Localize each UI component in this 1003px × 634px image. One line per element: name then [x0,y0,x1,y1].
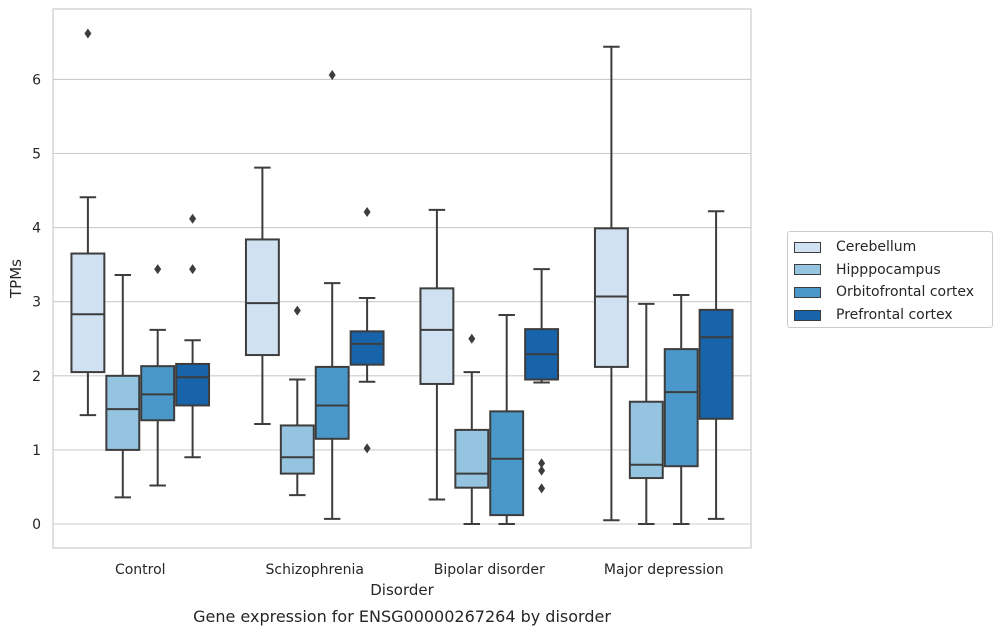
x-axis-ticks: Control Schizophrenia Bipolar disorder Majo… [115,562,724,578]
plot-area-frame [52,8,752,549]
box-cerebellum [244,166,280,425]
y-tick-label: 5 [32,147,41,163]
box-series [70,28,734,525]
legend: Cerebellum Hipppocampus Orbitofrontal cort… [787,231,993,328]
outlier-point [293,305,301,316]
y-tick-label: 2 [32,369,41,385]
box-body [454,428,490,489]
legend-item: Prefrontal cortex [794,304,992,327]
outlier-point [328,69,336,80]
y-tick-label: 6 [32,72,41,88]
x-tick-label: Control [115,562,166,578]
legend-item: Orbitofrontal cortex [794,281,992,304]
box-body [175,362,211,407]
box-prefrontal-cortex [349,207,385,454]
box-body [140,365,176,422]
legend-label: Orbitofrontal cortex [836,284,974,301]
box-hipppocampus [105,274,141,499]
outlier-point [538,465,546,476]
legend-label: Prefrontal cortex [836,307,953,324]
outlier-point [363,443,371,454]
box-orbitofrontal-cortex [314,69,350,520]
box-cerebellum [593,45,629,522]
legend-swatch [794,309,821,321]
box-cerebellum [70,28,106,417]
outlier-point [84,28,92,39]
y-tick-label: 3 [32,295,41,311]
legend-item: Cerebellum [794,236,992,259]
y-axis-ticks: 0 1 2 3 4 5 6 [32,72,41,533]
y-axis-label: TPMs [7,259,25,299]
box-hipppocampus [279,305,315,497]
legend-label: Hipppocampus [836,261,941,278]
outlier-point [538,483,546,494]
box-hipppocampus [628,302,664,525]
box-body [105,374,141,451]
box-body [489,410,525,517]
box-prefrontal-cortex [698,210,734,520]
x-tick-label: Schizophrenia [266,562,364,578]
box-body [244,238,280,357]
x-tick-label: Bipolar disorder [434,562,545,578]
y-tick-label: 0 [32,517,41,533]
outlier-point [538,458,546,469]
box-hipppocampus [454,333,490,525]
box-body [349,330,385,366]
box-orbitofrontal-cortex [489,314,525,525]
box-body [314,365,350,440]
box-orbitofrontal-cortex [663,294,699,525]
legend-swatch [794,286,821,298]
outlier-point [154,264,162,275]
legend-label: Cerebellum [836,239,917,256]
x-axis-label: Disorder [370,581,434,599]
y-tick-label: 1 [32,443,41,459]
outlier-point [468,333,476,344]
box-orbitofrontal-cortex [140,264,176,487]
box-body [279,424,315,475]
outlier-point [189,213,197,224]
box-prefrontal-cortex [175,213,211,459]
legend-swatch [794,241,821,253]
legend-item: Hipppocampus [794,259,992,282]
x-tick-label: Major depression [604,562,724,578]
box-prefrontal-cortex [524,268,560,494]
chart-caption: Gene expression for ENSG00000267264 by d… [193,607,611,626]
box-body [698,308,734,420]
box-body [70,252,106,374]
box-body [663,348,699,468]
box-cerebellum [419,208,455,501]
box-body [628,400,664,480]
box-body [593,227,629,368]
outlier-point [363,207,371,218]
legend-swatch [794,264,821,276]
box-body [419,287,455,385]
outlier-point [189,264,197,275]
y-tick-label: 4 [32,221,41,237]
